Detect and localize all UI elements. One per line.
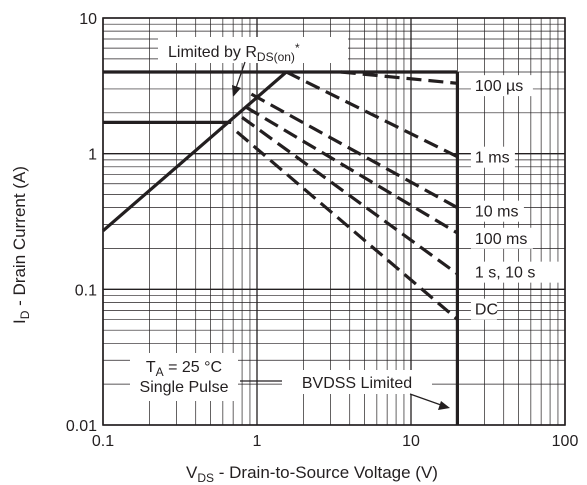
rds-annotation-sup: * <box>295 41 300 55</box>
bvdss-annotation: BVDSS Limited <box>240 370 450 410</box>
bvdss-text: BVDSS Limited <box>302 375 412 392</box>
bvdss-arrowhead <box>438 401 450 410</box>
x-axis-label-sub: DS <box>197 471 214 485</box>
rds-annotation-arrowhead <box>232 85 241 97</box>
rds-annotation-sub: DS(on) <box>257 50 295 64</box>
x-axis-label-rest: - Drain-to-Source Voltage (V) <box>214 463 438 482</box>
series-100us-line <box>341 72 458 83</box>
x-axis-label-main: V <box>186 463 198 482</box>
conditions-line2: Single Pulse <box>140 379 229 396</box>
conditions-line1-rest: = 25 °C <box>164 359 222 376</box>
x-tick-label: 1 <box>253 433 262 450</box>
x-tick-label: 10 <box>402 433 420 450</box>
y-tick-label: 0.01 <box>66 418 97 435</box>
y-tick-labels: 0.01 0.1 1 10 <box>66 11 97 435</box>
curve-label: 10 ms <box>475 204 519 221</box>
x-tick-label: 100 <box>552 433 579 450</box>
curve-label: 100 ms <box>475 231 527 248</box>
y-axis-label: ID - Drain Current (A) <box>10 166 32 324</box>
bvdss-arrow-line <box>410 394 441 405</box>
curve-label: 1 s, 10 s <box>475 265 535 282</box>
curve-label: DC <box>475 302 498 319</box>
curve-label: 100 µs <box>475 78 523 95</box>
series-10ms-line <box>251 94 457 208</box>
series-1ms-line <box>286 72 457 157</box>
y-tick-label: 0.1 <box>75 282 97 299</box>
x-axis-label: VDS - Drain-to-Source Voltage (V) <box>186 463 438 485</box>
x-tick-label: 0.1 <box>92 433 114 450</box>
y-tick-label: 1 <box>88 147 97 164</box>
y-tick-label: 10 <box>79 11 97 28</box>
conditions-line1-main: T <box>146 359 156 376</box>
y-axis-label-rest: - Drain Current (A) <box>10 166 29 311</box>
series-100ms-line <box>246 107 457 233</box>
conditions-annotation: TA = 25 °C Single Pulse <box>130 353 238 401</box>
x-tick-labels: 0.1 1 10 100 <box>92 433 579 450</box>
conditions-line1-sub: A <box>156 365 164 379</box>
rds-annotation-arrow-line <box>236 62 245 88</box>
rds-annotation-main: Limited by R <box>168 44 257 61</box>
y-axis-label-sub: D <box>18 310 32 319</box>
curve-label: 1 ms <box>475 150 510 167</box>
